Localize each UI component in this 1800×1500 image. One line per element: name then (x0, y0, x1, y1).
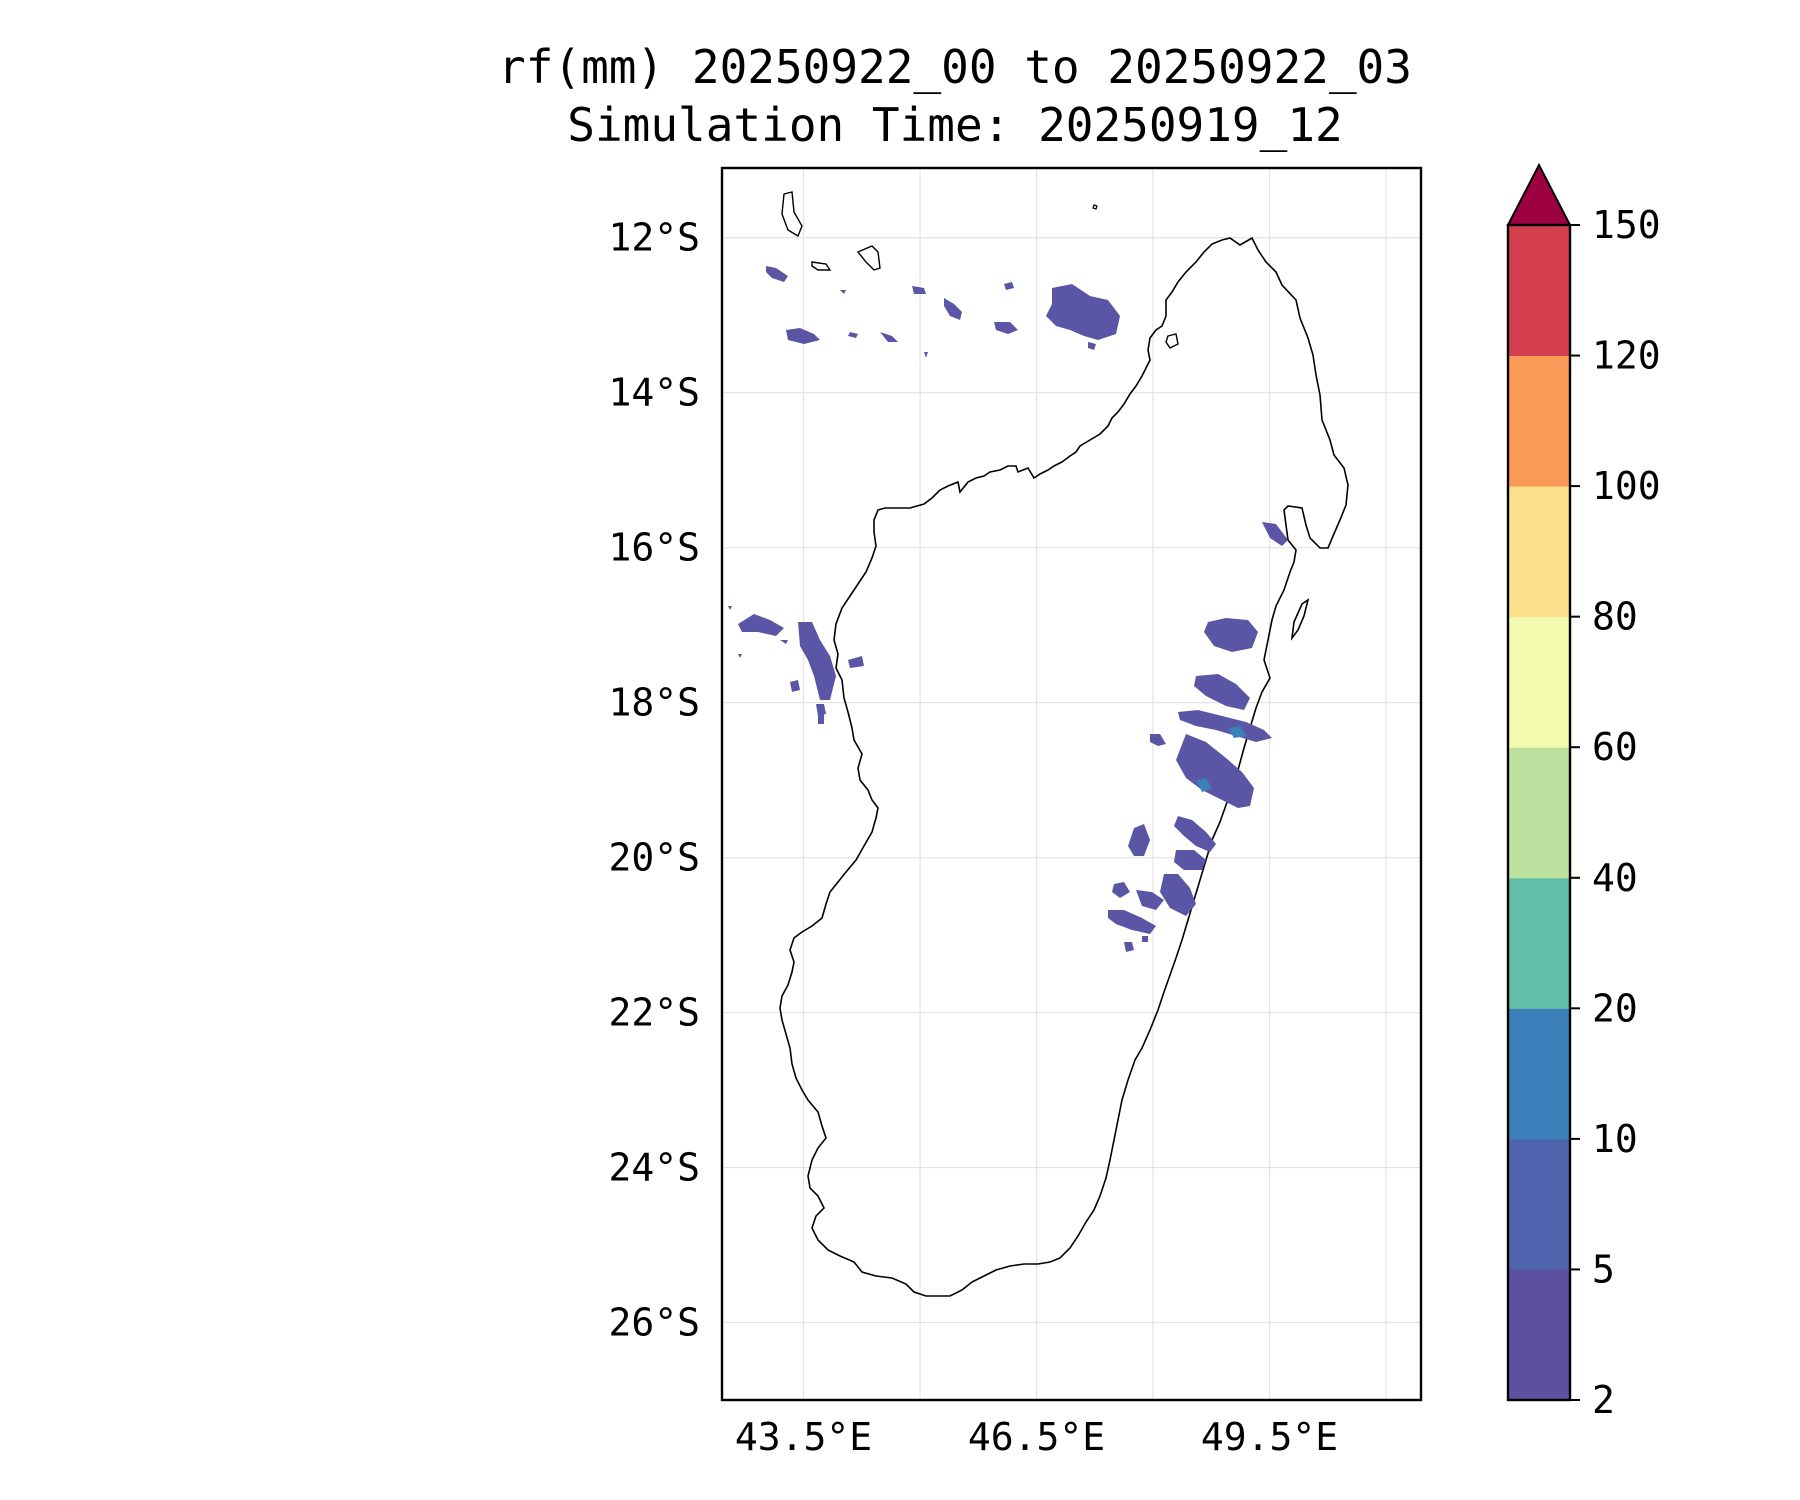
colorbar-tick-label: 40 (1592, 856, 1638, 900)
rain-cell (848, 656, 864, 668)
grande-comore (781, 191, 803, 238)
colorbar-tick-label: 2 (1592, 1378, 1615, 1422)
colorbar-frame (1506, 223, 1572, 1402)
lon-tick-label: 49.5°E (1201, 1415, 1338, 1459)
colorbar-extend-arrow (1506, 162, 1572, 226)
rain-cell (818, 712, 824, 724)
rain-cell (1174, 850, 1206, 870)
rain-cell (1176, 734, 1254, 808)
rain-cell (944, 298, 962, 320)
rain-cell (1194, 674, 1250, 710)
rainfall-contours (728, 266, 1288, 952)
rain-cell (880, 332, 898, 342)
colorbar-tick-label: 100 (1592, 464, 1661, 508)
rain-cell (1150, 734, 1166, 746)
rain-cell (1004, 282, 1014, 290)
lat-tick-label: 18°S (608, 681, 700, 725)
mayotte (1092, 204, 1098, 210)
rain-core (1196, 778, 1212, 792)
colorbar-tick-label: 5 (1592, 1247, 1615, 1291)
rain-cell (728, 606, 732, 610)
moheli (811, 261, 832, 271)
rain-cell (924, 352, 928, 358)
latitude-axis: 12°S 14°S 16°S 18°S 20°S 22°S 24°S 26°S (608, 216, 700, 1345)
lat-tick-label: 16°S (608, 526, 700, 570)
rain-cell (798, 622, 836, 700)
rain-cell (1124, 942, 1134, 952)
rain-cell (994, 322, 1018, 334)
rain-cell (780, 640, 788, 644)
lat-tick-label: 14°S (608, 371, 700, 415)
map-title: rf(mm) 20250922_00 to 20250922_03 (498, 40, 1412, 94)
lat-tick-label: 22°S (608, 991, 700, 1035)
madagascar-coastline (779, 236, 1349, 1297)
rain-cell (1174, 816, 1216, 852)
ile-sainte-marie (1290, 598, 1310, 641)
rain-core (1228, 726, 1246, 738)
colorbar-segment (1508, 616, 1570, 748)
rain-cell (1088, 342, 1096, 350)
lat-tick-label: 12°S (608, 216, 700, 260)
rain-cell (1262, 522, 1288, 546)
lon-tick-label: 43.5°E (735, 1415, 872, 1459)
rain-cell (790, 680, 800, 692)
lat-tick-label: 24°S (608, 1146, 700, 1190)
rain-cell (738, 654, 742, 658)
colorbar-segment (1508, 877, 1570, 1009)
colorbar-tick-label: 10 (1592, 1117, 1638, 1161)
rain-cell (786, 328, 820, 344)
lat-tick-label: 26°S (608, 1301, 700, 1345)
rain-cell (1108, 910, 1156, 934)
longitude-axis: 43.5°E 46.5°E 49.5°E (735, 1415, 1338, 1459)
colorbar-tick-label: 60 (1592, 725, 1638, 769)
colorbar-segment (1508, 1138, 1570, 1270)
lat-tick-label: 20°S (608, 836, 700, 880)
anjouan (856, 245, 881, 271)
rain-cell (840, 290, 846, 294)
rain-cell (912, 286, 926, 294)
nosy-be (1165, 333, 1179, 349)
rain-cell (1160, 874, 1196, 916)
map-background (722, 168, 1421, 1400)
colorbar-tick-label: 80 (1592, 595, 1638, 639)
colorbar-tick-label: 120 (1592, 334, 1661, 378)
rain-cell (1136, 890, 1164, 910)
colorbar-segment (1508, 225, 1570, 357)
colorbar-tick-label: 20 (1592, 986, 1638, 1030)
colorbar: 2 5 10 20 40 60 80 100 120 150 (1506, 162, 1661, 1422)
colorbar-segment (1508, 486, 1570, 618)
map-subtitle: Simulation Time: 20250919_12 (567, 98, 1343, 152)
rain-cell (1112, 882, 1130, 898)
colorbar-segment (1508, 747, 1570, 879)
rain-cell (1178, 710, 1272, 742)
rainfall-cores (1196, 726, 1246, 792)
lon-tick-label: 46.5°E (968, 1415, 1105, 1459)
colorbar-tick-label: 150 (1592, 203, 1661, 247)
rain-cell (1046, 284, 1120, 340)
colorbar-segment (1508, 355, 1570, 487)
map-frame (720, 166, 1423, 1402)
rain-cell (1142, 936, 1148, 942)
colorbar-segment (1508, 1008, 1570, 1140)
rain-cell (1204, 618, 1258, 652)
rain-cell (766, 266, 788, 282)
rain-cell (1128, 824, 1150, 856)
map-gridlines (722, 168, 1421, 1400)
rain-cell (738, 614, 784, 636)
colorbar-segment (1508, 1269, 1570, 1401)
rain-cell (848, 332, 858, 338)
